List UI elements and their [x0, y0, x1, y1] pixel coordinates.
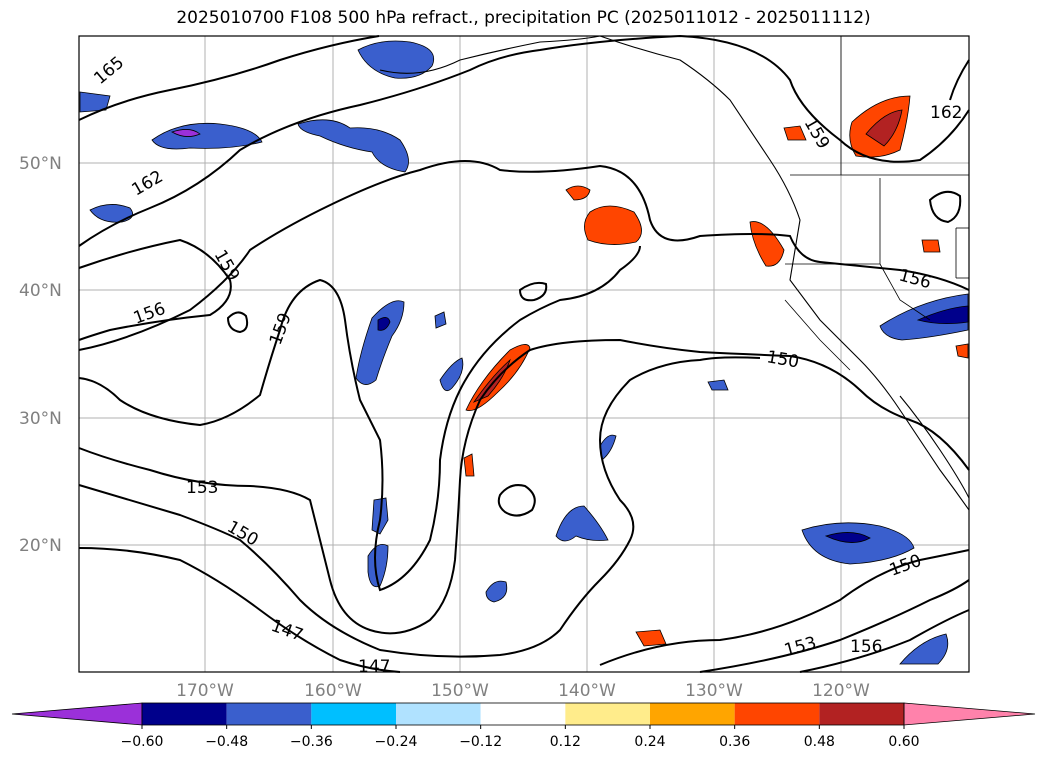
colorbar-segment [565, 703, 650, 725]
lon-tick: 170°W [176, 681, 234, 701]
colorbar-segment [734, 703, 820, 725]
colorbar-extend-low [11, 702, 143, 726]
precip-blob [355, 300, 405, 385]
precip-blob [955, 343, 969, 359]
lat-tick: 30°N [19, 409, 62, 429]
precip-negative-areas [79, 40, 969, 665]
colorbar-segment [650, 703, 735, 725]
precip-blob [879, 293, 969, 341]
precip-blob [555, 505, 609, 542]
precip-blob [171, 129, 201, 137]
precip-blob [707, 379, 729, 391]
colorbar-tick-label: 0.60 [888, 734, 919, 750]
precip-blob [635, 629, 667, 647]
colorbar-tick-label: −0.48 [205, 734, 248, 750]
precip-blob [485, 580, 508, 603]
precip-blob [463, 453, 475, 477]
lat-tick: 50°N [19, 154, 62, 174]
colorbar-tick-label: 0.12 [550, 734, 581, 750]
precip-blob [584, 205, 642, 245]
colorbar-extend-high [903, 702, 1036, 726]
colorbar-segment [396, 703, 481, 725]
precip-blob [439, 357, 464, 392]
refract-contours [78, 34, 970, 673]
political-borders [784, 36, 969, 371]
colorbar-tick-label: −0.36 [290, 734, 333, 750]
lon-tick: 150°W [431, 681, 489, 701]
coastline [379, 35, 970, 511]
precip-blob [749, 221, 785, 267]
precip-blob [783, 125, 807, 141]
lon-tick: 120°W [812, 681, 870, 701]
colorbar-segments [11, 702, 1036, 726]
precip-blob [434, 311, 447, 329]
contour-label: 162 [930, 103, 962, 123]
precip-blob [472, 358, 511, 403]
lat-tick: 40°N [19, 281, 62, 301]
precip-blob [357, 40, 435, 79]
contour-label: 153 [186, 478, 218, 498]
precip-blob [599, 434, 617, 461]
colorbar-tick-label: 0.24 [634, 734, 665, 750]
colorbar-segment [480, 703, 566, 725]
precip-blob [565, 185, 591, 201]
precip-blob [801, 522, 915, 565]
precip-blob [921, 239, 941, 253]
colorbar-tick-label: 0.36 [719, 734, 750, 750]
contour-label: 156 [850, 637, 882, 657]
colorbar-segment [819, 703, 904, 725]
precip-blob [916, 305, 969, 324]
precip-blob [377, 317, 391, 331]
precip-positive-areas [463, 95, 969, 647]
precip-blob [367, 543, 389, 588]
lon-tick: 140°W [558, 681, 616, 701]
colorbar-tick-label: −0.60 [121, 734, 164, 750]
precip-blob [824, 532, 871, 543]
lon-tick: 130°W [685, 681, 743, 701]
colorbar-tick-label: −0.24 [375, 734, 418, 750]
colorbar: −0.60 −0.48 −0.36 −0.24 −0.12 0.12 0.24 0.36 0.4… [11, 702, 1036, 750]
contour-label: 147 [358, 657, 390, 677]
map-title: 2025010700 F108 500 hPa refract., precip… [176, 8, 871, 28]
colorbar-segment [142, 703, 227, 725]
colorbar-ticks: −0.60 −0.48 −0.36 −0.24 −0.12 0.12 0.24 0.36 0.4… [121, 725, 920, 750]
map-plot-area [78, 34, 970, 673]
precip-blob [79, 91, 111, 113]
colorbar-tick-label: 0.48 [804, 734, 835, 750]
precip-blob [297, 119, 409, 173]
lon-axis: 170°W 160°W 150°W 140°W 130°W 120°W [176, 681, 870, 701]
lat-axis: 50°N 40°N 30°N 20°N [19, 154, 62, 556]
lon-tick: 160°W [304, 681, 362, 701]
colorbar-segment [226, 703, 312, 725]
lat-tick: 20°N [19, 536, 62, 556]
precip-blob [865, 109, 903, 147]
colorbar-tick-label: −0.12 [459, 734, 502, 750]
colorbar-segment [311, 703, 396, 725]
precip-blob [899, 633, 949, 665]
